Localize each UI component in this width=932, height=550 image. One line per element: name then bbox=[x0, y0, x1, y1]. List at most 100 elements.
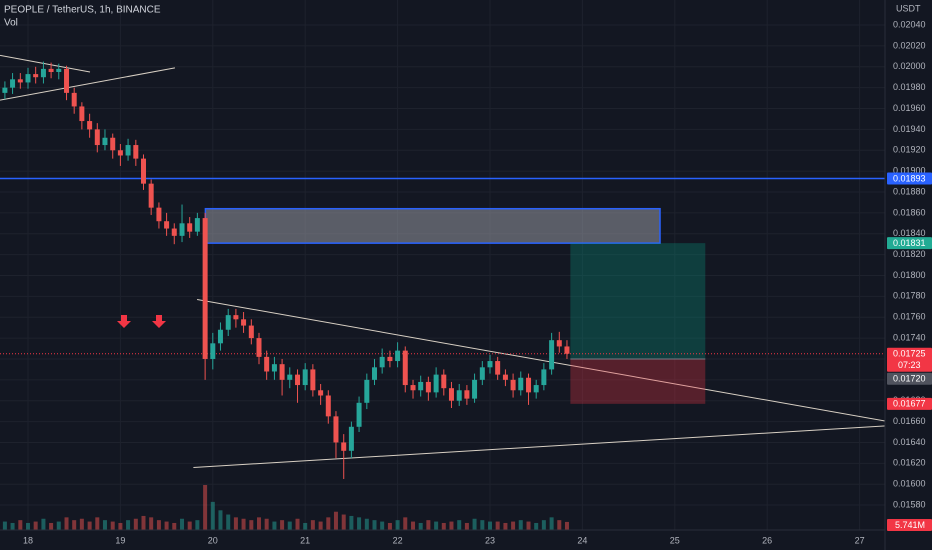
candle-body bbox=[40, 68, 46, 78]
candle-body bbox=[387, 356, 393, 362]
volume-bar bbox=[149, 517, 154, 530]
y-tick-label: 0.01620 bbox=[893, 458, 926, 468]
volume-bar bbox=[233, 517, 238, 530]
arrow-down bbox=[152, 315, 166, 328]
volume-bar bbox=[310, 520, 315, 530]
volume-bar bbox=[264, 518, 269, 530]
y-tick-label: 0.02000 bbox=[893, 61, 926, 71]
price-label-box bbox=[887, 347, 932, 372]
y-tick-label: 0.01960 bbox=[893, 103, 926, 113]
candle-body bbox=[510, 379, 516, 391]
candle-body bbox=[325, 395, 331, 417]
candle-body bbox=[549, 340, 555, 370]
volume-bar bbox=[10, 522, 15, 530]
volume-bar bbox=[218, 510, 223, 530]
price-label: 0.01677 bbox=[893, 399, 926, 409]
candle-body bbox=[441, 374, 447, 389]
candle-body bbox=[64, 68, 70, 93]
arrow-down bbox=[117, 315, 131, 328]
volume-bar bbox=[203, 485, 208, 530]
volume-bar bbox=[172, 522, 177, 530]
candle-body bbox=[248, 325, 254, 339]
y-tick-label: 0.01880 bbox=[893, 186, 926, 196]
price-label: 0.01893 bbox=[893, 173, 926, 183]
candle-body bbox=[495, 361, 501, 375]
candle-body bbox=[187, 223, 193, 232]
candle-body bbox=[148, 183, 154, 208]
volume-bar bbox=[557, 520, 562, 530]
candle-body bbox=[541, 369, 547, 386]
volume-bar bbox=[64, 517, 69, 530]
candle-body bbox=[348, 426, 354, 451]
volume-bar bbox=[449, 521, 454, 530]
chart-title: PEOPLE / TetherUS, 1h, BINANCE bbox=[4, 5, 161, 16]
zone-rectangle bbox=[204, 207, 661, 244]
volume-bar bbox=[364, 518, 369, 530]
candle-body bbox=[433, 374, 439, 393]
price-label: 0.01720 bbox=[893, 374, 926, 384]
volume-label-box bbox=[887, 519, 932, 531]
candle-body bbox=[25, 74, 31, 83]
x-tick-label: 21 bbox=[300, 535, 310, 545]
volume-bar bbox=[403, 517, 408, 530]
y-tick-label: 0.01980 bbox=[893, 82, 926, 92]
candle-body bbox=[210, 343, 216, 359]
y-tick-label: 0.01800 bbox=[893, 270, 926, 280]
candle-body bbox=[171, 228, 177, 236]
price-label-box bbox=[887, 237, 932, 250]
volume-bar bbox=[180, 518, 185, 530]
volume-bar bbox=[272, 521, 277, 530]
candle-body bbox=[310, 369, 316, 391]
volume-bar bbox=[210, 501, 215, 530]
candle-body bbox=[17, 79, 23, 83]
volume-bar bbox=[564, 521, 569, 530]
volume-bar bbox=[357, 517, 362, 530]
x-tick-label: 26 bbox=[762, 535, 772, 545]
candle-body bbox=[164, 221, 170, 229]
volume-bar bbox=[164, 521, 169, 530]
volume-bar bbox=[18, 520, 23, 530]
candle-body bbox=[202, 218, 208, 359]
candle-body bbox=[402, 350, 408, 386]
position-profit bbox=[570, 243, 706, 359]
volume-bar bbox=[511, 521, 516, 530]
candle-body bbox=[79, 106, 85, 122]
candle-body bbox=[279, 364, 285, 380]
volume-bar bbox=[133, 518, 138, 530]
x-tick-label: 20 bbox=[208, 535, 218, 545]
volume-title: Vol bbox=[4, 18, 18, 29]
candle-body bbox=[425, 381, 431, 393]
volume-bar bbox=[156, 520, 161, 530]
candle-body bbox=[356, 402, 362, 427]
candle-body bbox=[225, 315, 231, 330]
volume-bar bbox=[25, 522, 30, 530]
y-tick-label: 0.01840 bbox=[893, 228, 926, 238]
candle-body bbox=[395, 350, 401, 362]
candle-body bbox=[487, 361, 493, 368]
candle-body bbox=[256, 338, 262, 357]
volume-bar bbox=[395, 520, 400, 530]
y-tick-label: 0.01940 bbox=[893, 124, 926, 134]
x-tick-label: 27 bbox=[855, 535, 865, 545]
candle-body bbox=[241, 319, 247, 326]
countdown: 07:23 bbox=[898, 360, 921, 370]
volume-label: 5.741M bbox=[895, 520, 925, 530]
candle-body bbox=[472, 379, 478, 399]
volume-bar bbox=[87, 521, 92, 530]
candle-body bbox=[479, 367, 485, 380]
candle-body bbox=[117, 150, 123, 156]
x-tick-label: 19 bbox=[115, 535, 125, 545]
candle-body bbox=[10, 79, 16, 88]
volume-bar bbox=[372, 520, 377, 530]
position-loss bbox=[570, 358, 706, 404]
volume-bar bbox=[457, 520, 462, 530]
candle-body bbox=[179, 223, 185, 236]
candle-body bbox=[94, 129, 100, 146]
y-tick-label: 0.01580 bbox=[893, 499, 926, 509]
price-label: 0.01725 bbox=[893, 349, 926, 359]
volume-bar bbox=[349, 515, 354, 530]
volume-bar bbox=[141, 515, 146, 530]
y-tick-label: 0.01820 bbox=[893, 249, 926, 259]
y-tick-label: 0.02020 bbox=[893, 40, 926, 50]
